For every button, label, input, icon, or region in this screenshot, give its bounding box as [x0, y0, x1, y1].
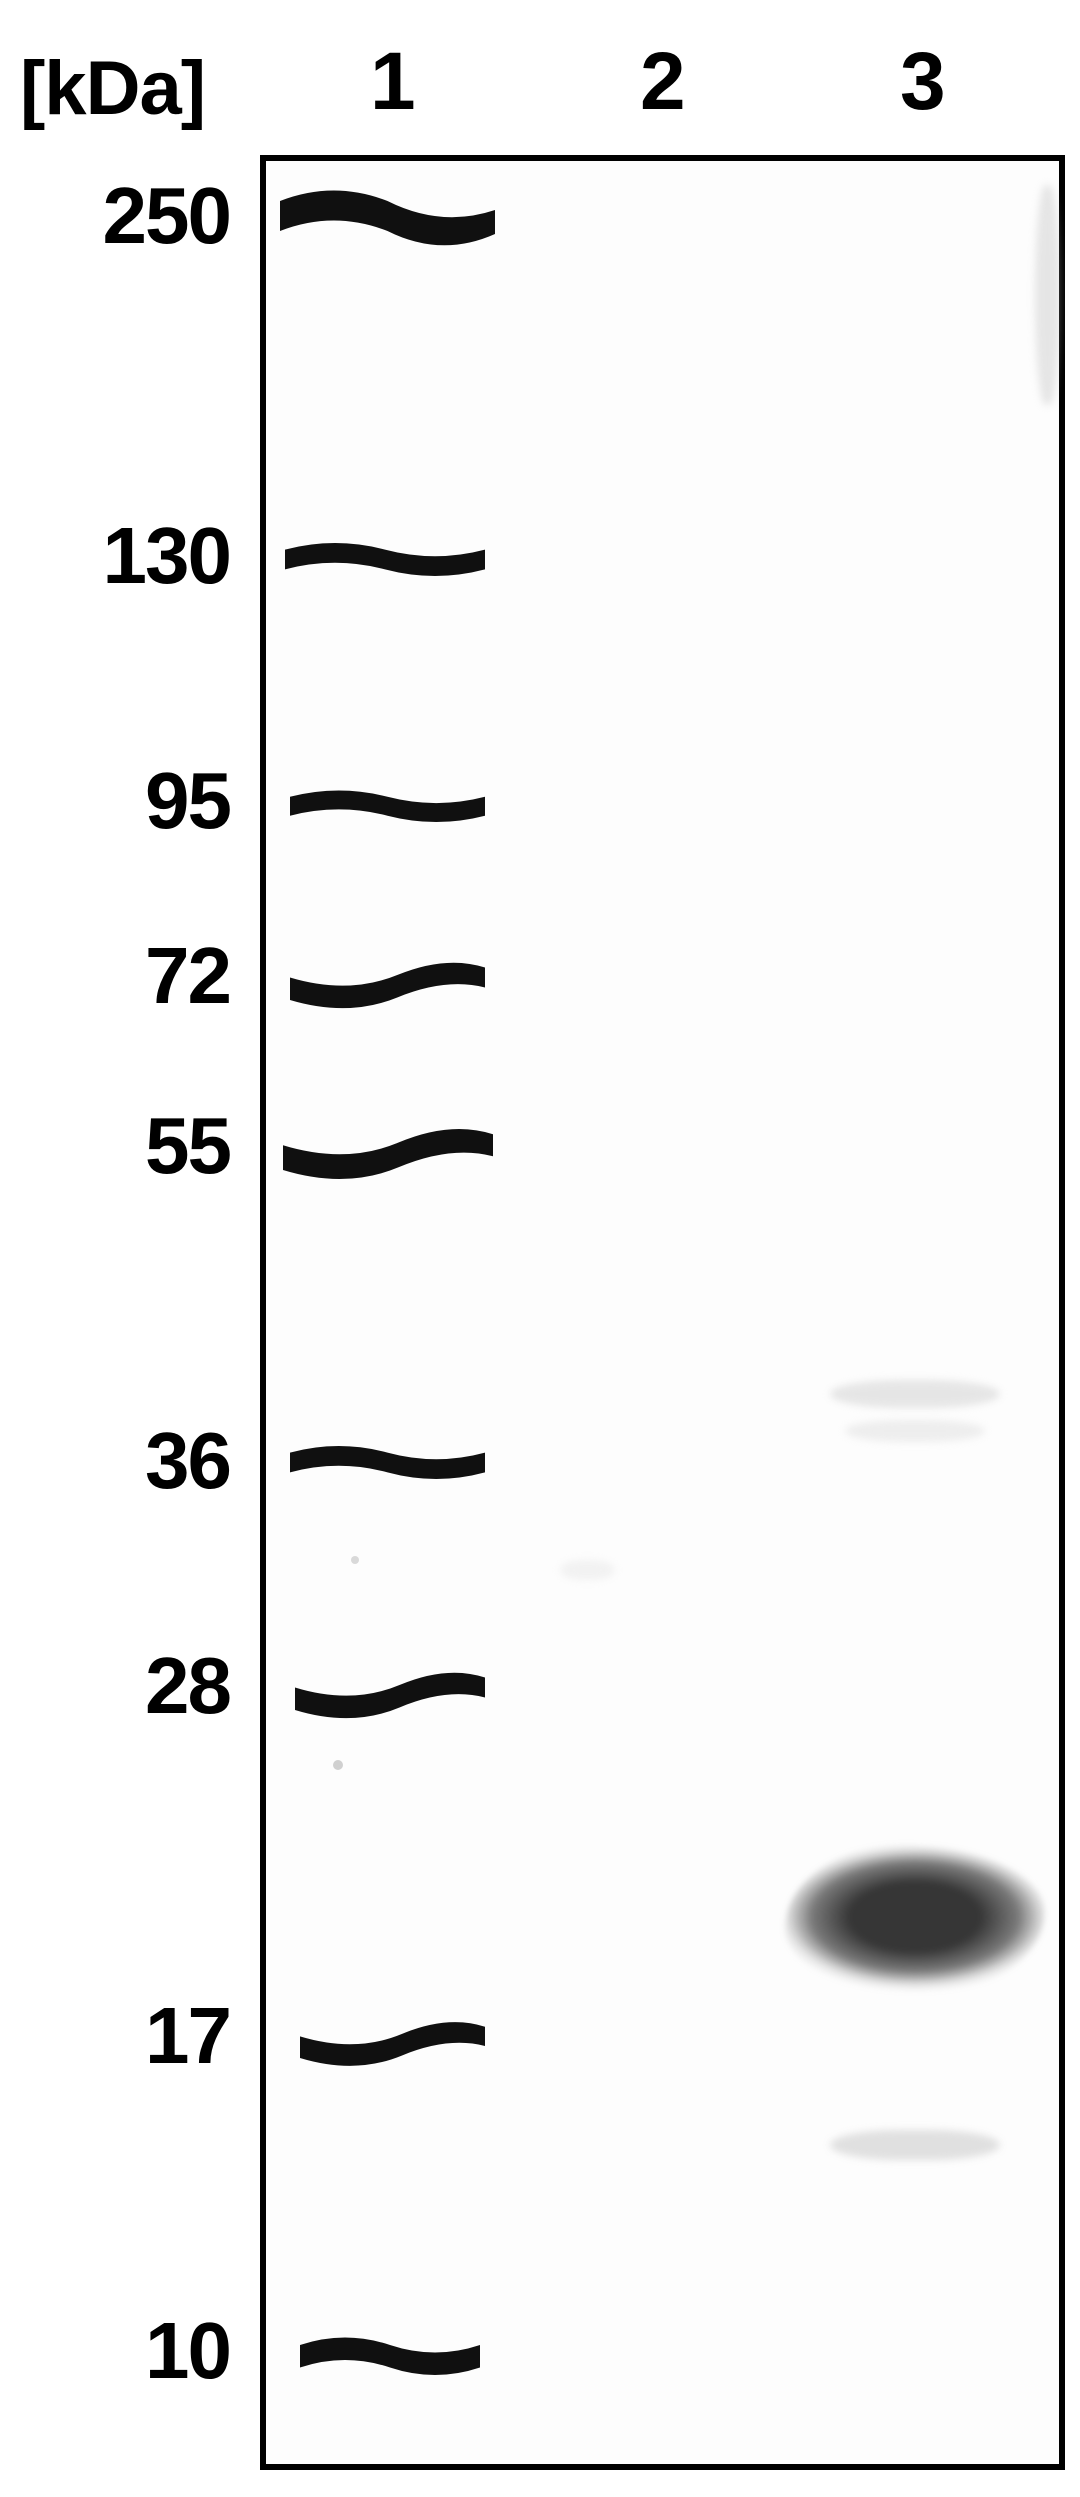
speck [333, 1760, 343, 1770]
mw-label-250: 250 [30, 170, 230, 262]
mw-label-55: 55 [30, 1100, 230, 1192]
mw-label-95: 95 [30, 755, 230, 847]
ladder-band [295, 1660, 485, 1740]
ladder-band [300, 2325, 480, 2405]
header-row: [kDa] 1 2 3 [0, 35, 1080, 145]
mw-label-36: 36 [30, 1415, 230, 1507]
blot-container: [kDa] 1 2 3 250 130 95 72 55 36 28 17 10 [0, 0, 1080, 2497]
mw-label-17: 17 [30, 1990, 230, 2082]
ladder-band [290, 780, 485, 852]
ladder-band [280, 180, 495, 270]
faint-band [845, 1420, 985, 1442]
ladder-band [285, 532, 485, 606]
gel-box [260, 155, 1065, 2470]
lane-label-1: 1 [370, 35, 416, 129]
ladder-band [290, 950, 485, 1030]
lane-label-3: 3 [900, 35, 946, 129]
faint-band [560, 1560, 615, 1580]
ladder-band [300, 2010, 485, 2088]
ladder-band [290, 1435, 485, 1509]
faint-band [830, 2130, 1000, 2160]
mw-label-10: 10 [30, 2305, 230, 2397]
faint-band [830, 1380, 1000, 1408]
faint-band [1035, 185, 1060, 405]
speck [351, 1556, 359, 1564]
lane-label-2: 2 [640, 35, 686, 129]
mw-label-28: 28 [30, 1640, 230, 1732]
mw-label-72: 72 [30, 930, 230, 1022]
mw-label-130: 130 [30, 510, 230, 602]
ladder-band [283, 1115, 493, 1200]
units-label: [kDa] [20, 45, 205, 132]
